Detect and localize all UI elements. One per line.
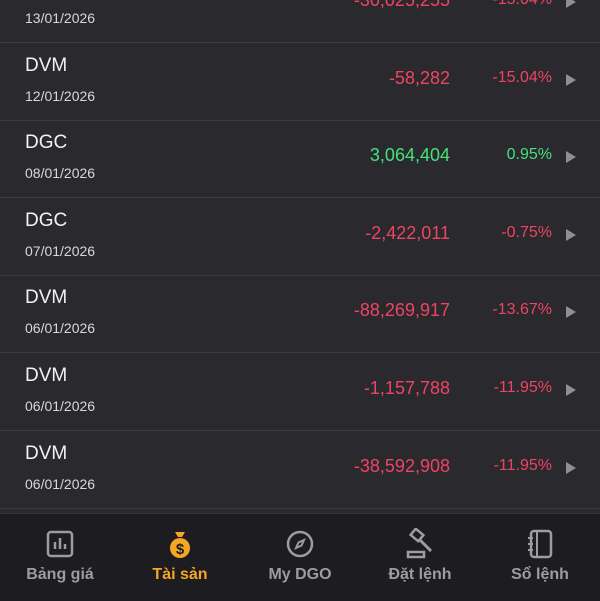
profit-percent: -15.04% [492, 68, 552, 86]
transaction-row[interactable]: DVM 06/01/2026 -88,269,917 -13.67% [0, 275, 600, 354]
profit-percent: -0.75% [501, 223, 552, 241]
nav-item[interactable]: Bảng giá [0, 514, 120, 601]
transaction-row[interactable]: 13/01/2026 -30,025,255 -15.04% [0, 0, 600, 43]
nav-icon [46, 530, 74, 558]
profit-value: 3,064,404 [369, 145, 450, 166]
bottom-nav: Bảng giá $ Tài sản My DGO Đặt lệnh Sổ lệ… [0, 513, 600, 601]
nav-label: Bảng giá [26, 566, 94, 583]
transaction-row[interactable]: DVM 12/01/2026 -58,282 -15.04% [0, 43, 600, 121]
transaction-row[interactable]: DGC 07/01/2026 -2,422,011 -0.75% [0, 198, 600, 276]
nav-icon [286, 530, 314, 558]
transaction-row[interactable]: DGC 08/01/2026 3,064,404 0.95% [0, 120, 600, 199]
profit-percent: -13.67% [492, 301, 552, 319]
nav-icon [406, 528, 433, 559]
nav-icon [528, 529, 553, 559]
profit-value: -1,157,788 [363, 378, 450, 398]
nav-label: My DGO [268, 566, 332, 583]
date: 06/01/2026 [25, 475, 96, 492]
profit-percent: -11.95% [493, 379, 552, 396]
chevron [566, 73, 576, 86]
symbol: DGC [25, 132, 68, 154]
date: 08/01/2026 [25, 165, 96, 182]
date: 07/01/2026 [25, 242, 96, 259]
profit-percent: -15.04% [492, 0, 552, 9]
profit-value: -30,025,255 [353, 0, 450, 10]
profit-value: -58,282 [388, 67, 450, 88]
profit-value: -38,592,908 [353, 455, 450, 476]
transaction-row[interactable]: DVM 06/01/2026 -1,157,788 -11.95% [0, 353, 600, 431]
nav-item[interactable]: Sổ lệnh [480, 514, 600, 601]
nav-item[interactable]: $ Tài sản [120, 514, 240, 601]
transaction-list: 13/01/2026 -30,025,255 -15.04% DVM 12/01/202… [0, 0, 600, 509]
profit-value: -2,422,011 [365, 222, 450, 243]
nav-item[interactable]: Đặt lệnh [360, 514, 480, 601]
nav-label: Tài sản [152, 566, 208, 583]
symbol: DVM [25, 365, 68, 386]
nav-label: Đặt lệnh [388, 566, 452, 583]
chevron [566, 228, 576, 241]
profit-value: -88,269,917 [353, 300, 450, 321]
profit-percent: 0.95% [506, 146, 552, 164]
symbol: DVM [25, 442, 68, 464]
profit-percent: -11.95% [493, 456, 552, 474]
chevron [566, 384, 576, 396]
nav-item[interactable]: My DGO [240, 514, 360, 601]
chevron [566, 306, 576, 319]
chevron [566, 461, 576, 474]
date: 06/01/2026 [25, 398, 96, 414]
symbol: DVM [25, 54, 68, 76]
symbol: DVM [25, 287, 68, 309]
date: 13/01/2026 [25, 10, 96, 26]
chevron [566, 151, 576, 164]
nav-icon: $ [170, 532, 190, 558]
transaction-row[interactable]: DVM 06/01/2026 -38,592,908 -11.95% [0, 431, 600, 509]
symbol: DGC [25, 209, 68, 231]
date: 12/01/2026 [25, 87, 96, 104]
date: 06/01/2026 [25, 320, 96, 337]
svg-text:$: $ [176, 541, 185, 558]
nav-label: Sổ lệnh [511, 566, 569, 583]
chevron [566, 0, 576, 8]
